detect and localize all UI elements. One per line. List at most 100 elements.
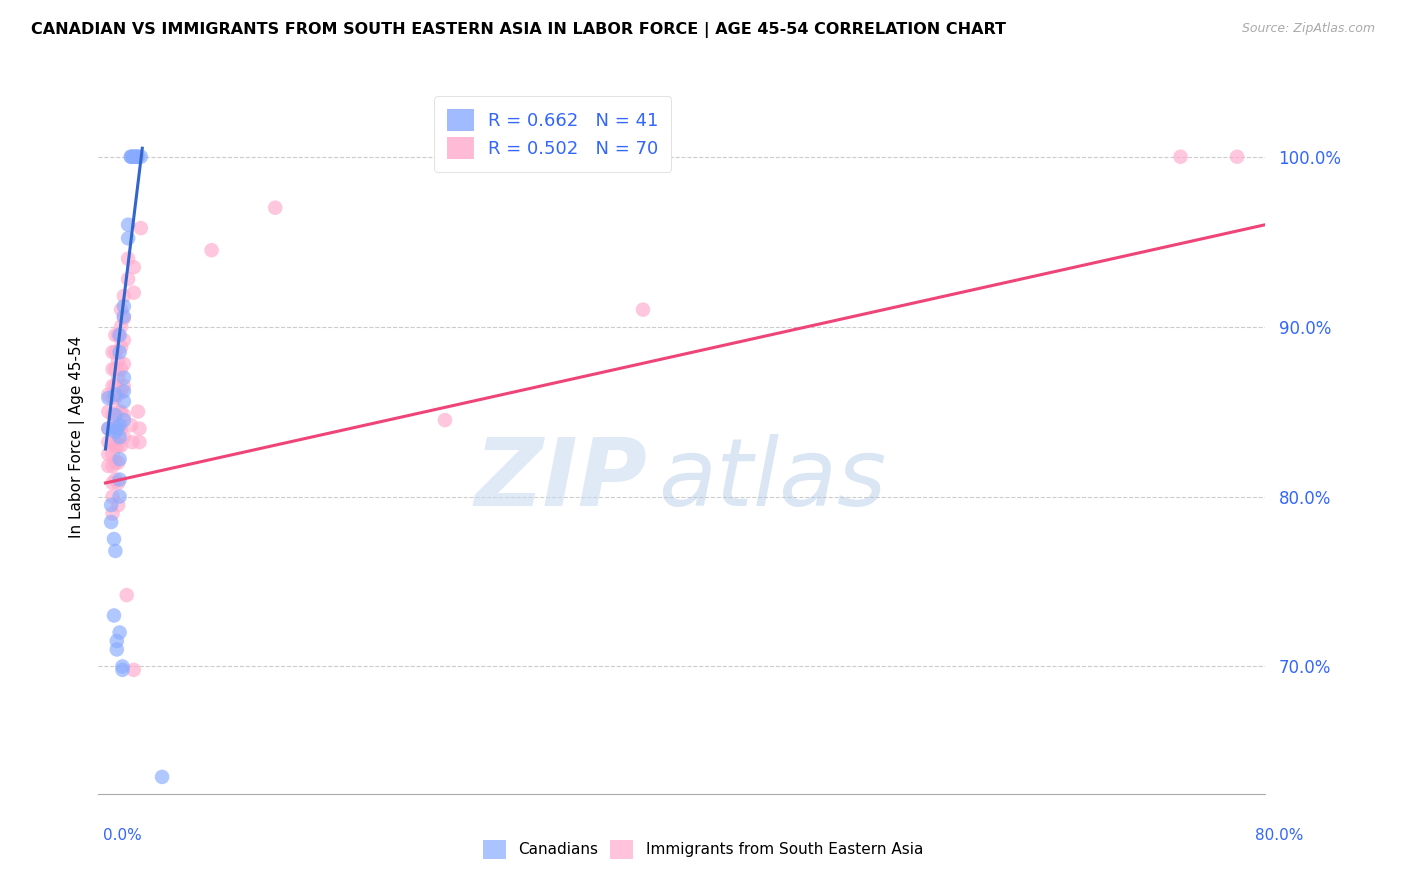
Point bbox=[101, 379, 124, 393]
Point bbox=[107, 370, 129, 384]
Point bbox=[101, 408, 124, 422]
Point bbox=[108, 490, 131, 504]
Point bbox=[101, 362, 124, 376]
Point bbox=[110, 362, 132, 376]
Point bbox=[122, 260, 145, 275]
Point bbox=[101, 391, 124, 405]
Point bbox=[128, 435, 150, 450]
Point bbox=[129, 150, 152, 164]
Point bbox=[112, 379, 135, 393]
Point bbox=[122, 663, 145, 677]
Point bbox=[107, 328, 129, 343]
Point bbox=[105, 421, 128, 435]
Text: 80.0%: 80.0% bbox=[1256, 828, 1303, 843]
Point bbox=[108, 430, 131, 444]
Point bbox=[110, 439, 132, 453]
Point bbox=[120, 150, 142, 164]
Point bbox=[117, 252, 139, 266]
Point bbox=[108, 452, 131, 467]
Point bbox=[122, 150, 145, 164]
Point bbox=[127, 404, 149, 418]
Point bbox=[110, 302, 132, 317]
Point bbox=[111, 663, 134, 677]
Text: 0.0%: 0.0% bbox=[103, 828, 142, 843]
Point bbox=[104, 421, 127, 435]
Point bbox=[104, 473, 127, 487]
Point bbox=[107, 421, 129, 435]
Point bbox=[101, 447, 124, 461]
Point bbox=[97, 435, 120, 450]
Point bbox=[125, 150, 148, 164]
Point bbox=[108, 473, 131, 487]
Point bbox=[107, 404, 129, 418]
Point bbox=[108, 328, 131, 343]
Point bbox=[101, 490, 124, 504]
Point bbox=[121, 150, 143, 164]
Point bbox=[101, 475, 124, 490]
Point bbox=[1226, 150, 1249, 164]
Point bbox=[111, 659, 134, 673]
Point bbox=[105, 642, 128, 657]
Point bbox=[112, 394, 135, 409]
Point bbox=[112, 311, 135, 326]
Point bbox=[97, 391, 120, 405]
Point bbox=[117, 218, 139, 232]
Point bbox=[101, 458, 124, 473]
Point bbox=[115, 588, 138, 602]
Point bbox=[124, 150, 146, 164]
Point bbox=[108, 418, 131, 433]
Legend: Canadians, Immigrants from South Eastern Asia: Canadians, Immigrants from South Eastern… bbox=[477, 834, 929, 864]
Point bbox=[97, 421, 120, 435]
Point bbox=[112, 413, 135, 427]
Legend: R = 0.662   N = 41, R = 0.502   N = 70: R = 0.662 N = 41, R = 0.502 N = 70 bbox=[434, 96, 672, 172]
Point bbox=[120, 150, 142, 164]
Point bbox=[117, 231, 139, 245]
Point bbox=[104, 544, 127, 558]
Point bbox=[120, 418, 142, 433]
Point bbox=[97, 447, 120, 461]
Point bbox=[125, 150, 148, 164]
Point bbox=[112, 310, 135, 324]
Point bbox=[104, 408, 127, 422]
Y-axis label: In Labor Force | Age 45-54: In Labor Force | Age 45-54 bbox=[69, 336, 84, 538]
Point bbox=[117, 272, 139, 286]
Point bbox=[107, 387, 129, 401]
Point bbox=[105, 634, 128, 648]
Point bbox=[97, 404, 120, 418]
Point bbox=[112, 370, 135, 384]
Point bbox=[104, 408, 127, 422]
Point bbox=[631, 302, 654, 317]
Point bbox=[101, 435, 124, 450]
Point bbox=[128, 421, 150, 435]
Point bbox=[108, 625, 131, 640]
Point bbox=[107, 353, 129, 368]
Point bbox=[108, 345, 131, 359]
Point bbox=[100, 515, 122, 529]
Point bbox=[104, 391, 127, 405]
Point bbox=[101, 421, 124, 435]
Point bbox=[200, 243, 222, 257]
Point bbox=[104, 362, 127, 376]
Point bbox=[112, 430, 135, 444]
Point bbox=[107, 456, 129, 470]
Point bbox=[127, 150, 149, 164]
Point bbox=[129, 221, 152, 235]
Point bbox=[104, 387, 127, 401]
Point bbox=[110, 319, 132, 334]
Point bbox=[112, 333, 135, 347]
Point bbox=[104, 456, 127, 470]
Point bbox=[110, 421, 132, 435]
Point bbox=[433, 413, 456, 427]
Point bbox=[112, 299, 135, 313]
Text: ZIP: ZIP bbox=[474, 434, 647, 526]
Text: atlas: atlas bbox=[658, 434, 887, 525]
Point bbox=[101, 345, 124, 359]
Point bbox=[104, 439, 127, 453]
Point bbox=[100, 498, 122, 512]
Point bbox=[150, 770, 173, 784]
Point bbox=[110, 404, 132, 418]
Point bbox=[107, 475, 129, 490]
Point bbox=[97, 458, 120, 473]
Point bbox=[112, 384, 135, 399]
Point bbox=[121, 435, 143, 450]
